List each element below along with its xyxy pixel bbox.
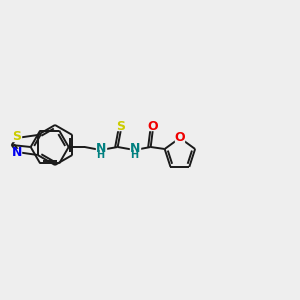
Text: S: S [12,130,21,143]
Bar [176,134,184,142]
Text: S: S [116,119,125,133]
Text: O: O [147,119,158,133]
Bar [130,145,140,155]
Text: N: N [130,142,140,155]
Bar [12,133,21,141]
Text: N: N [95,142,106,155]
Text: H: H [97,150,105,160]
Bar [116,122,125,130]
Bar [12,149,21,157]
Text: N: N [11,146,22,160]
Bar [148,122,157,130]
Text: H: H [130,150,139,160]
Text: O: O [175,131,185,144]
Bar [96,145,106,155]
